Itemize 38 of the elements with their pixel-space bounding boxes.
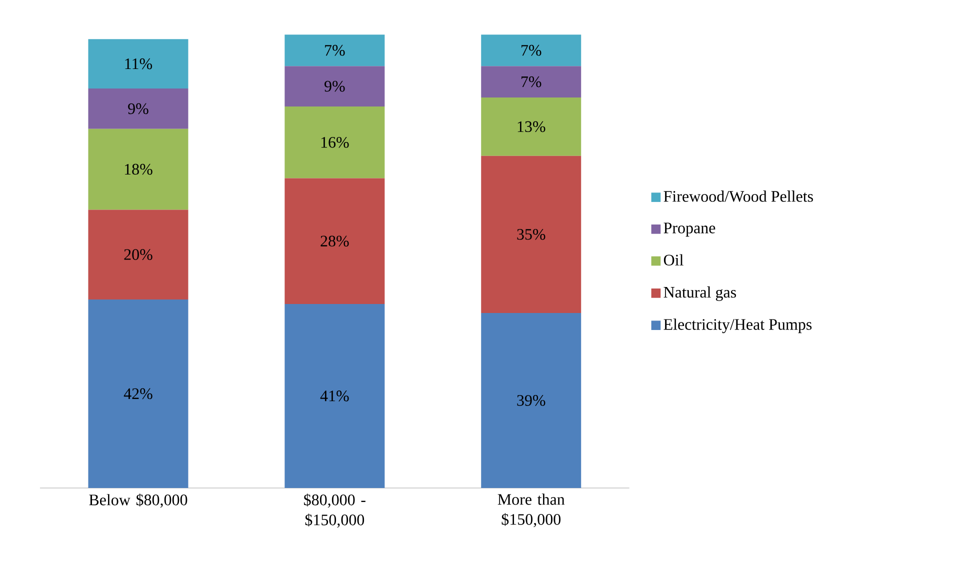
bar bbox=[88, 299, 188, 488]
legend-label: Oil bbox=[664, 254, 684, 266]
data-label: 9% bbox=[324, 80, 345, 92]
data-label: 9% bbox=[128, 103, 148, 114]
bar bbox=[481, 312, 582, 488]
bar bbox=[284, 106, 385, 178]
bar bbox=[88, 88, 188, 129]
bar bbox=[284, 304, 385, 488]
x-tick-label: More than $150,000 bbox=[498, 494, 565, 528]
bar bbox=[284, 178, 385, 304]
bar bbox=[481, 156, 582, 313]
data-label: 39% bbox=[517, 395, 546, 406]
bar bbox=[284, 66, 385, 106]
bar bbox=[481, 97, 582, 156]
bar bbox=[481, 66, 582, 98]
legend-label: Propane bbox=[664, 222, 716, 237]
legend-label: Electricity/Heat Pumps bbox=[664, 318, 812, 334]
bar bbox=[88, 210, 188, 300]
data-label: 41% bbox=[320, 390, 349, 402]
data-label: 11% bbox=[125, 58, 152, 70]
data-label: 42% bbox=[124, 388, 152, 400]
data-label: 35% bbox=[517, 228, 546, 240]
bar bbox=[481, 34, 582, 66]
data-label: 13% bbox=[518, 121, 546, 132]
legend-label: Natural gas bbox=[664, 286, 736, 301]
data-label: 28% bbox=[320, 236, 349, 247]
x-tick-label: Below $80,000 bbox=[89, 494, 188, 508]
data-label: 7% bbox=[521, 76, 542, 88]
legend-label: Firewood/Wood Pellets bbox=[664, 190, 813, 202]
data-label: 20% bbox=[124, 249, 152, 260]
data-label: 18% bbox=[124, 164, 152, 175]
bar bbox=[88, 39, 188, 89]
data-label: 7% bbox=[325, 44, 345, 56]
data-label: 7% bbox=[521, 44, 542, 56]
bar bbox=[88, 128, 188, 210]
bar bbox=[284, 34, 385, 66]
data-label: 16% bbox=[321, 136, 349, 148]
x-tick-label: $80,000 - $150,000 bbox=[304, 494, 366, 528]
